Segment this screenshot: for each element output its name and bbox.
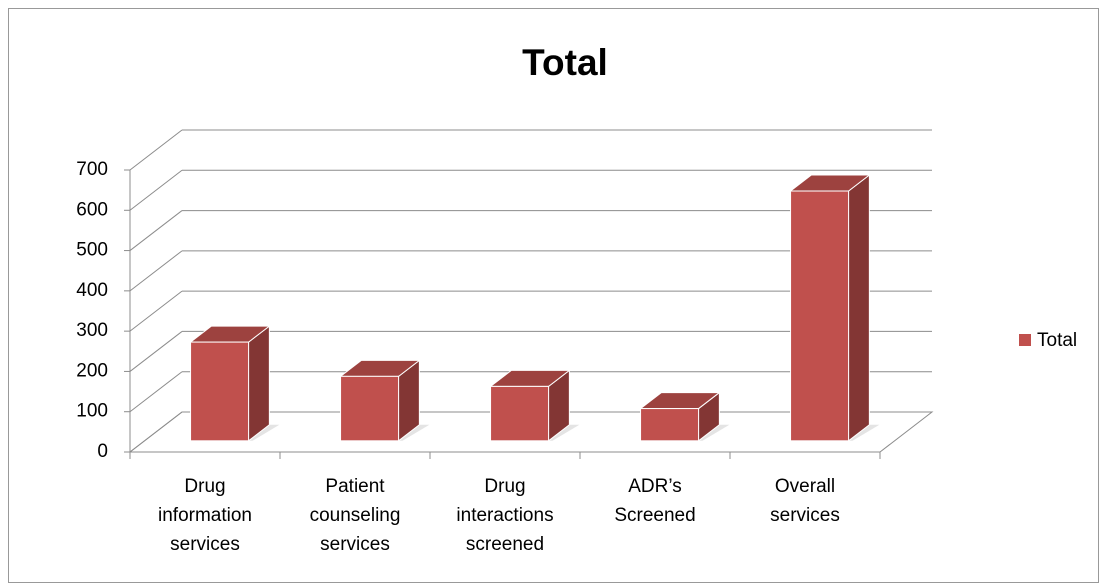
bar [490,385,550,442]
bar [640,408,700,442]
bar-side [848,174,870,442]
y-tick-label: 500 [76,240,108,261]
x-tick-label: Overall services [770,476,840,526]
y-tick-label: 600 [76,199,108,220]
grid-line-side [129,331,183,372]
grid-line-side [129,371,183,413]
bar [340,375,400,442]
y-tick-label: 100 [76,401,108,422]
bar-side [248,325,270,442]
grid-line-side [129,169,183,211]
legend-label: Total [1037,330,1077,351]
grid-line-side [129,290,183,332]
bar [790,190,850,442]
bar [190,341,250,442]
chart-frame [8,8,1099,583]
y-tick-label: 0 [97,441,108,462]
grid-line-side [129,129,183,171]
grid-line-side [129,250,183,292]
y-tick-label: 700 [76,159,108,180]
y-tick-label: 300 [76,320,108,341]
x-tick-label: Patient counseling services [309,476,401,555]
x-tick-label: Drug interactions screened [456,476,554,555]
x-tick-label: Drug information services [158,476,252,555]
legend-swatch [1019,334,1031,346]
grid-line-side [129,411,183,453]
y-tick-label: 400 [76,280,108,301]
x-tick-label: ADR’s Screened [614,476,696,526]
y-tick-label: 200 [76,360,108,381]
grid-line-side [129,210,183,251]
chart-title: Total [522,42,608,83]
